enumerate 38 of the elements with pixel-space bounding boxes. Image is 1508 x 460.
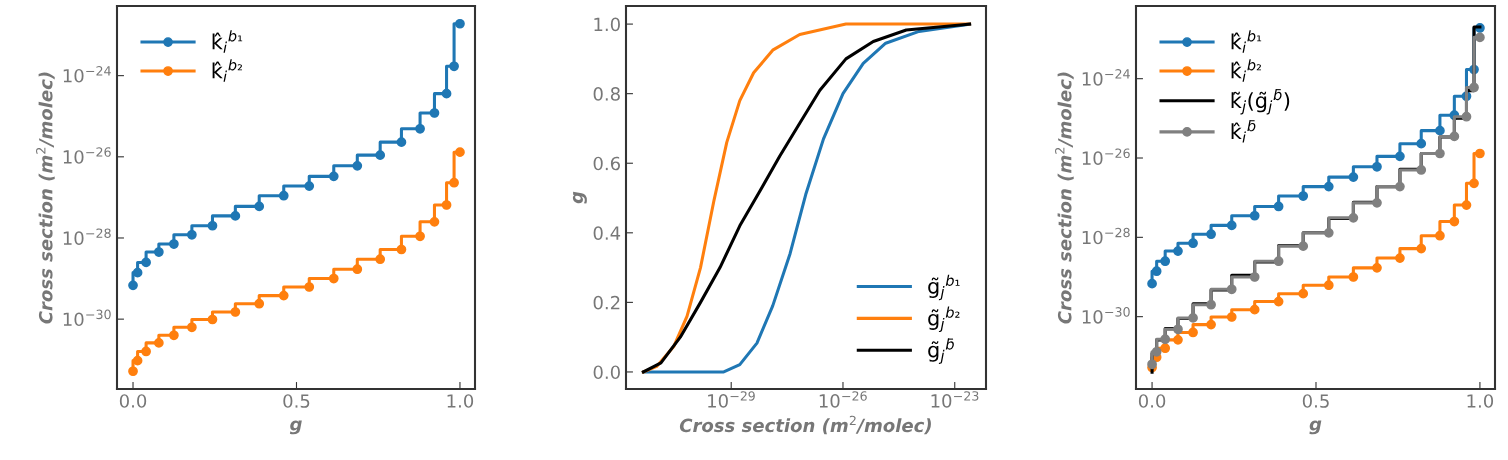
x-axis-title: g — [1309, 420, 1322, 435]
x-tick-label: 0.0 — [1138, 394, 1166, 408]
x-tick-label: 10$^{−29}$ — [708, 391, 755, 408]
legend-label: k̃$_{j}$(g̃$_{j}$$^{b̄}$) — [1231, 88, 1290, 115]
legend-label: k̂$_{i}$$^{b₂}$ — [1231, 59, 1262, 82]
y-tick-label: 0.8 — [593, 87, 620, 101]
x-tick-label: 0.5 — [283, 394, 310, 408]
y-tick-label: 0.4 — [593, 226, 621, 240]
y-tick-label: 10$^{−26}$ — [1082, 148, 1130, 165]
y-tick-label: 10$^{−30}$ — [1082, 307, 1130, 324]
y-tick-label: 10$^{−30}$ — [63, 309, 111, 327]
x-tick-label: 0.0 — [119, 394, 147, 408]
y-axis-title: g — [572, 191, 587, 204]
y-tick-label: 0.0 — [593, 365, 620, 380]
x-axis-title: g — [289, 420, 302, 435]
y-tick-label: 10$^{−26}$ — [63, 147, 111, 164]
x-tick-label: 0.5 — [1302, 394, 1329, 408]
x-tick-label: 1.0 — [1467, 394, 1494, 408]
legend-label: g̃$_{j}$$^{b₁}$ — [928, 274, 960, 301]
y-tick-label: 1.0 — [594, 17, 620, 32]
y-axis-title: Cross section (m$^{2}$/molec) — [1055, 72, 1074, 324]
y-tick-label: 0.2 — [593, 295, 620, 310]
y-tick-label: 0.6 — [593, 156, 620, 171]
legend-label: k̂$_{i}$$^{b₁}$ — [1231, 30, 1262, 53]
legend-label: k̂$_{i}$$^{b̄}$ — [1231, 120, 1256, 143]
legend-label: k̂$_{i}$$^{b₂}$ — [212, 59, 243, 82]
legend-label: k̂$_{i}$$^{b₁}$ — [212, 30, 243, 53]
x-axis-title: Cross section (m$^{2}$/molec) — [679, 415, 931, 435]
x-tick-label: 10$^{−26}$ — [819, 391, 867, 408]
y-tick-label: 10$^{−24}$ — [63, 66, 111, 83]
y-tick-label: 10$^{−24}$ — [1082, 69, 1130, 86]
y-axis-title: Cross section (m$^{2}$/molec) — [36, 72, 55, 324]
x-tick-label: 1.0 — [447, 394, 474, 408]
y-tick-label: 10$^{−28}$ — [63, 228, 111, 245]
y-tick-label: 10$^{−28}$ — [1082, 227, 1130, 245]
legend-label: g̃$_{j}$$^{b̄}$ — [928, 338, 954, 364]
legend-label: g̃$_{j}$$^{b₂}$ — [928, 306, 960, 333]
x-tick-label: 10$^{−23}$ — [931, 391, 979, 408]
